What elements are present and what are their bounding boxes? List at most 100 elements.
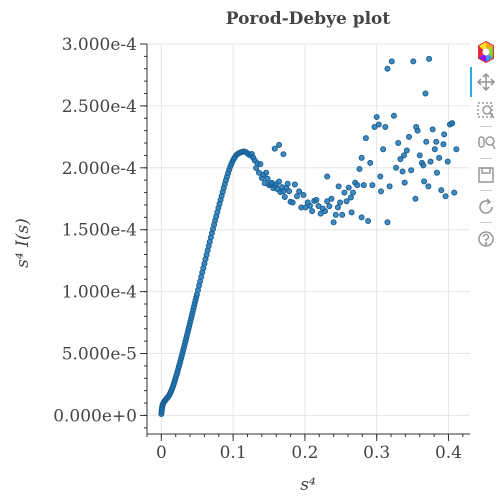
data-point[interactable] bbox=[341, 189, 348, 196]
data-point[interactable] bbox=[332, 211, 339, 218]
data-point[interactable] bbox=[300, 192, 307, 199]
data-point[interactable] bbox=[334, 204, 341, 211]
data-point[interactable] bbox=[362, 135, 369, 142]
data-point[interactable] bbox=[330, 219, 337, 226]
data-point[interactable] bbox=[433, 169, 440, 176]
data-point[interactable] bbox=[317, 210, 324, 217]
data-point[interactable] bbox=[426, 55, 433, 62]
data-point[interactable] bbox=[427, 158, 434, 165]
data-point[interactable] bbox=[326, 203, 333, 210]
data-point[interactable] bbox=[296, 188, 303, 195]
data-point[interactable] bbox=[425, 183, 432, 190]
data-point[interactable] bbox=[339, 211, 346, 218]
data-point[interactable] bbox=[281, 194, 288, 201]
data-point[interactable] bbox=[405, 133, 412, 140]
data-point[interactable] bbox=[365, 218, 372, 225]
data-point[interactable] bbox=[438, 187, 445, 194]
data-point[interactable] bbox=[294, 193, 301, 200]
data-point[interactable] bbox=[315, 202, 322, 209]
data-point[interactable] bbox=[286, 188, 293, 195]
data-point[interactable] bbox=[412, 195, 419, 202]
data-point[interactable] bbox=[388, 58, 395, 65]
data-point[interactable] bbox=[276, 178, 283, 185]
data-point[interactable] bbox=[429, 126, 436, 133]
pan-icon[interactable] bbox=[474, 70, 498, 94]
data-point[interactable] bbox=[358, 154, 365, 161]
data-point[interactable] bbox=[309, 208, 316, 215]
data-point[interactable] bbox=[420, 162, 427, 169]
data-point[interactable] bbox=[280, 151, 287, 158]
data-point[interactable] bbox=[451, 189, 458, 196]
data-point[interactable] bbox=[444, 158, 451, 165]
data-point[interactable] bbox=[400, 152, 407, 159]
data-point[interactable] bbox=[403, 147, 410, 154]
data-point[interactable] bbox=[413, 123, 420, 130]
data-point[interactable] bbox=[276, 141, 283, 148]
data-point[interactable] bbox=[291, 181, 298, 188]
data-point[interactable] bbox=[337, 199, 344, 206]
data-point[interactable] bbox=[401, 179, 408, 186]
data-point[interactable] bbox=[453, 146, 460, 153]
data-point[interactable] bbox=[367, 159, 374, 166]
reset-icon[interactable] bbox=[474, 195, 498, 219]
data-point[interactable] bbox=[393, 164, 400, 171]
data-point[interactable] bbox=[354, 182, 361, 189]
help-icon[interactable] bbox=[474, 227, 498, 251]
data-point[interactable] bbox=[416, 152, 423, 159]
data-point[interactable] bbox=[356, 166, 363, 173]
data-point[interactable] bbox=[410, 58, 417, 65]
wheel-zoom-icon[interactable] bbox=[474, 131, 498, 155]
data-point[interactable] bbox=[449, 120, 456, 127]
data-point[interactable] bbox=[253, 165, 260, 172]
data-point[interactable] bbox=[343, 198, 350, 205]
data-point[interactable] bbox=[442, 193, 449, 200]
data-point[interactable] bbox=[263, 169, 270, 176]
data-point[interactable] bbox=[397, 156, 404, 163]
data-point[interactable] bbox=[382, 123, 389, 130]
data-point[interactable] bbox=[421, 178, 428, 185]
data-point[interactable] bbox=[350, 189, 357, 196]
data-point[interactable] bbox=[345, 184, 352, 191]
data-point[interactable] bbox=[313, 197, 320, 203]
data-point[interactable] bbox=[264, 175, 271, 182]
data-point[interactable] bbox=[306, 202, 313, 209]
data-point[interactable] bbox=[284, 180, 291, 187]
data-point[interactable] bbox=[380, 146, 387, 153]
data-point[interactable] bbox=[375, 121, 382, 128]
data-point[interactable] bbox=[257, 161, 264, 168]
data-point[interactable] bbox=[324, 198, 331, 205]
data-point[interactable] bbox=[399, 168, 406, 175]
bokeh-logo-icon[interactable] bbox=[474, 40, 498, 64]
data-point[interactable] bbox=[386, 183, 393, 190]
data-point[interactable] bbox=[433, 138, 440, 145]
data-point[interactable] bbox=[324, 173, 331, 180]
data-point[interactable] bbox=[360, 182, 367, 189]
data-point[interactable] bbox=[347, 194, 354, 201]
data-point[interactable] bbox=[328, 195, 335, 202]
data-point[interactable] bbox=[436, 154, 443, 161]
box-zoom-icon[interactable] bbox=[474, 99, 498, 123]
data-point[interactable] bbox=[289, 199, 296, 206]
data-point[interactable] bbox=[408, 167, 415, 174]
data-point[interactable] bbox=[441, 131, 448, 138]
data-point[interactable] bbox=[390, 112, 397, 119]
data-point[interactable] bbox=[377, 188, 384, 195]
data-point[interactable] bbox=[395, 140, 402, 147]
data-point[interactable] bbox=[431, 146, 438, 153]
data-point[interactable] bbox=[423, 138, 430, 145]
data-point[interactable] bbox=[422, 90, 429, 97]
data-point[interactable] bbox=[348, 209, 355, 216]
data-point[interactable] bbox=[358, 214, 365, 221]
data-point[interactable] bbox=[271, 145, 278, 152]
data-point[interactable] bbox=[371, 123, 378, 130]
data-point[interactable] bbox=[440, 141, 447, 148]
data-point[interactable] bbox=[384, 219, 391, 226]
data-points[interactable] bbox=[158, 55, 460, 417]
data-point[interactable] bbox=[377, 173, 384, 180]
data-point[interactable] bbox=[369, 182, 376, 189]
data-point[interactable] bbox=[384, 65, 391, 72]
data-point[interactable] bbox=[335, 183, 342, 190]
data-point[interactable] bbox=[322, 208, 329, 215]
save-icon[interactable] bbox=[474, 163, 498, 187]
data-point[interactable] bbox=[373, 114, 380, 121]
